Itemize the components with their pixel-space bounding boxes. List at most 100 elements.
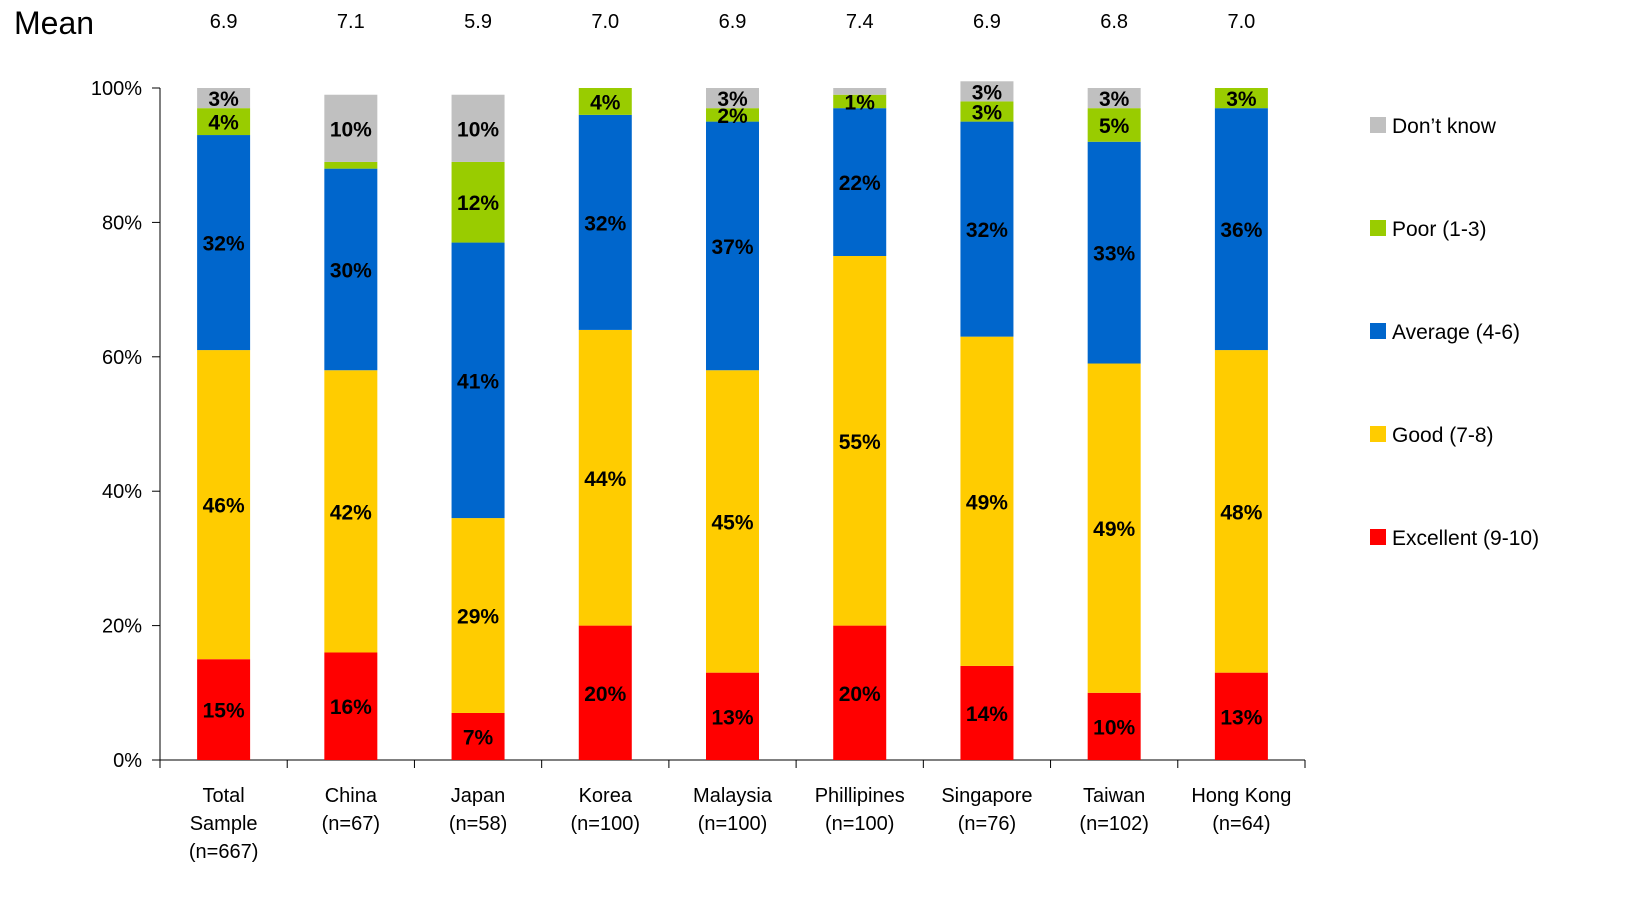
data-label: 14% xyxy=(966,703,1008,726)
data-label: 13% xyxy=(1220,706,1262,729)
chart-bars xyxy=(197,81,1268,760)
category-label: Sample xyxy=(190,813,258,835)
mean-title: Mean xyxy=(14,5,94,41)
data-label: 5% xyxy=(1099,115,1130,138)
y-tick-label: 40% xyxy=(102,481,142,503)
category-label: (n=76) xyxy=(958,813,1016,835)
category-label: (n=58) xyxy=(449,813,507,835)
chart-legend: Don’t know Poor (1-3) Average (4-6) Good (7… xyxy=(1370,115,1539,550)
category-label: China xyxy=(325,785,378,807)
bar-segment xyxy=(451,242,505,519)
data-label: 7% xyxy=(463,726,494,749)
legend-label: Poor (1-3) xyxy=(1392,218,1487,241)
category-label: (n=67) xyxy=(322,813,380,835)
bar-segment xyxy=(324,94,378,162)
legend-swatch xyxy=(1370,426,1386,442)
data-label: 13% xyxy=(711,706,753,729)
category-label: (n=100) xyxy=(698,813,768,835)
y-tick-label: 60% xyxy=(102,347,142,369)
legend-label: Good (7-8) xyxy=(1392,424,1494,447)
y-tick-label: 100% xyxy=(91,78,142,100)
bar-segment xyxy=(706,108,759,122)
bar-segment xyxy=(960,81,1014,102)
bar-segment xyxy=(1214,108,1268,351)
bar-segment xyxy=(960,336,1014,666)
legend-swatch xyxy=(1370,323,1386,339)
mean-value: 7.0 xyxy=(1227,11,1255,33)
data-label: 2% xyxy=(717,105,748,128)
data-label: 3% xyxy=(972,102,1003,125)
mean-value: 6.8 xyxy=(1100,11,1128,33)
data-label: 44% xyxy=(584,468,626,491)
data-label: 10% xyxy=(457,118,499,141)
category-label: Japan xyxy=(451,785,506,807)
data-label: 15% xyxy=(203,700,245,723)
bar-segment xyxy=(1087,692,1141,760)
data-label: 12% xyxy=(457,192,499,215)
chart-bar-labels: 15%46%32%4%3%16%42%30%10%7%29%41%12%10%2… xyxy=(203,81,1263,749)
bar-segment xyxy=(833,256,887,626)
data-label: 3% xyxy=(1099,88,1130,111)
data-label: 49% xyxy=(966,491,1008,514)
data-label: 22% xyxy=(839,172,881,195)
bar-segment xyxy=(1087,363,1141,693)
bar-segment xyxy=(324,161,378,169)
category-label: (n=102) xyxy=(1079,813,1149,835)
mean-value: 6.9 xyxy=(719,11,747,33)
data-label: 55% xyxy=(839,431,881,454)
bar-segment xyxy=(833,625,887,760)
bar-segment xyxy=(1087,141,1141,364)
bar-segment xyxy=(1087,88,1141,109)
data-label: 20% xyxy=(839,683,881,706)
bar-segment xyxy=(706,370,759,673)
bar-segment xyxy=(833,88,887,95)
mean-value: 5.9 xyxy=(464,11,492,33)
bar-segment xyxy=(197,659,251,760)
bar-segment xyxy=(324,168,378,371)
data-label: 3% xyxy=(208,88,239,111)
category-label: Korea xyxy=(579,785,633,807)
data-label: 32% xyxy=(584,212,626,235)
data-label: 20% xyxy=(584,683,626,706)
legend-swatch xyxy=(1370,529,1386,545)
category-labels: Total Sample (n=667) China (n=67) Japan (n=58)… xyxy=(189,785,1292,863)
category-label: (n=64) xyxy=(1212,813,1270,835)
data-label: 3% xyxy=(972,81,1003,104)
data-label: 10% xyxy=(330,118,372,141)
category-label: Singapore xyxy=(941,785,1032,807)
data-label: 42% xyxy=(330,501,372,524)
data-label: 49% xyxy=(1093,518,1135,541)
mean-value: 6.9 xyxy=(973,11,1001,33)
mean-value: 7.1 xyxy=(337,11,365,33)
data-label: 29% xyxy=(457,606,499,629)
data-label: 37% xyxy=(711,236,753,259)
bar-segment xyxy=(706,672,759,760)
category-label: Taiwan xyxy=(1083,785,1145,807)
data-label: 10% xyxy=(1093,716,1135,739)
y-tick-label: 20% xyxy=(102,616,142,638)
data-label: 46% xyxy=(203,495,245,518)
bar-segment xyxy=(706,88,759,109)
bar-segment xyxy=(324,370,378,653)
bar-segment xyxy=(960,101,1014,122)
legend-swatch xyxy=(1370,117,1386,133)
bar-segment xyxy=(451,94,505,162)
bar-segment xyxy=(1214,672,1268,760)
bar-segment xyxy=(833,94,887,109)
data-label: 30% xyxy=(330,259,372,282)
y-tick-label: 0% xyxy=(113,750,142,772)
data-label: 16% xyxy=(330,696,372,719)
bar-segment xyxy=(197,88,251,109)
bar-segment xyxy=(578,329,632,626)
bar-segment xyxy=(324,652,378,760)
bar-segment xyxy=(1214,88,1268,109)
mean-value: 7.4 xyxy=(846,11,874,33)
legend-label: Don’t know xyxy=(1392,115,1497,138)
data-label: 32% xyxy=(203,233,245,256)
data-label: 1% xyxy=(845,91,876,114)
data-label: 33% xyxy=(1093,243,1135,266)
data-label: 41% xyxy=(457,370,499,393)
data-label: 3% xyxy=(1226,88,1257,111)
bar-segment xyxy=(197,108,251,136)
bar-segment xyxy=(197,135,251,351)
